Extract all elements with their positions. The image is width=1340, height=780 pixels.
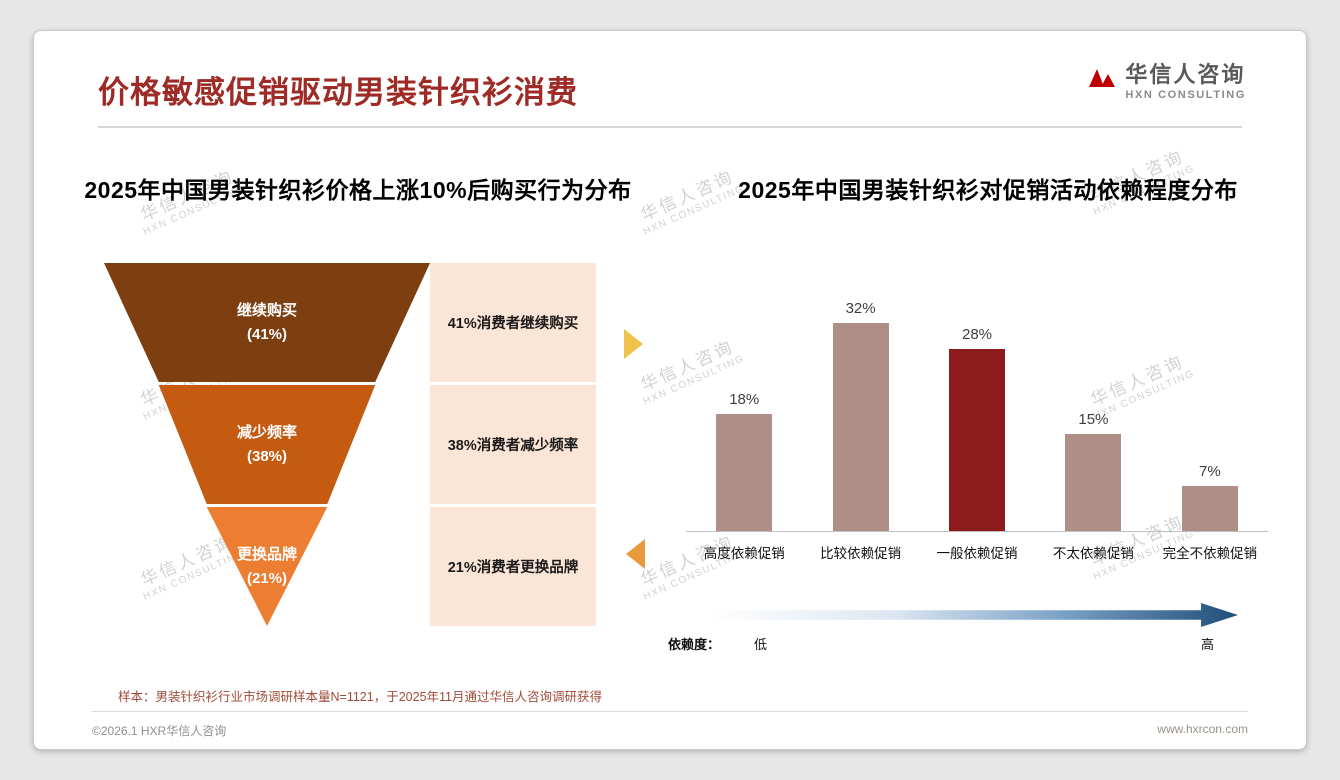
bar-value-label: 7%: [1198, 462, 1221, 480]
dependency-low-label: 低: [754, 637, 768, 652]
bar-category-label: 不太依赖促销: [1052, 546, 1134, 561]
dependency-high-label: 高: [1200, 637, 1214, 652]
bar-group: 32%: [802, 300, 918, 531]
left-arrow-icon: [626, 539, 645, 569]
bar-chart: 18% 32% 28% 15% 7%: [686, 276, 1268, 531]
dependency-axis-label: 依赖度：: [668, 637, 721, 652]
bar-category-label: 比较依赖促销: [820, 546, 902, 561]
bar-value-label: 18%: [729, 391, 760, 408]
funnel-desc: 38%消费者减少频率: [430, 385, 596, 504]
logo-subtitle: HXN CONSULTING: [1125, 89, 1246, 101]
bar-chart-title: 2025年中国男装针织衫对促销活动依赖程度分布: [738, 177, 1238, 203]
dependency-gradient-arrow: [710, 603, 1238, 627]
bar-category-label: 完全不依赖促销: [1162, 546, 1258, 561]
bar: [1065, 433, 1122, 531]
bar-group: 28%: [919, 326, 1035, 531]
bar-value-label: 28%: [962, 326, 993, 343]
bar-category-label: 一般依赖促销: [936, 546, 1018, 561]
logo-icon: [1087, 65, 1117, 94]
funnel-descriptions: 41%消费者继续购买 38%消费者减少频率 21%消费者更换品牌: [430, 263, 596, 629]
funnel-segment-continue: 继续购买 (41%): [104, 263, 430, 382]
funnel-segment-switch: 更换品牌 (21%): [206, 507, 328, 626]
slide: 华信人咨询 HXN CONSULTING 华信人咨询 HXN CONSULTING …: [33, 30, 1307, 750]
company-logo: 华信人咨询 HXN CONSULTING: [1087, 57, 1246, 101]
x-axis: [686, 531, 1268, 532]
sample-note: 样本：男装针织衫行业市场调研样本量N=1121，于2025年11月通过华信人咨询…: [118, 690, 602, 704]
bar-categories: 高度依赖促销 比较依赖促销 一般依赖促销 不太依赖促销 完全不依赖促销: [686, 542, 1268, 562]
bar-group: 7%: [1152, 462, 1268, 531]
bar: [716, 414, 773, 531]
bar-group: 18%: [686, 391, 802, 531]
page-title: 价格敏感促销驱动男装针织衫消费: [98, 75, 578, 110]
slide-header: 价格敏感促销驱动男装针织衫消费 华信人咨询 HXN CONSULTING: [98, 31, 1244, 128]
funnel-segment-reduce: 减少频率 (38%): [158, 385, 376, 504]
logo-name: 华信人咨询: [1125, 62, 1246, 87]
dependency-axis: 依赖度： 低 高: [668, 634, 1214, 653]
funnel-chart: 继续购买 (41%) 减少频率 (38%) 更换品牌 (21%) 41%消费者继…: [104, 263, 596, 629]
funnel-desc: 41%消费者继续购买: [430, 263, 596, 382]
funnel-desc: 21%消费者更换品牌: [430, 507, 596, 626]
website-url: www.hxrcon.com: [1157, 722, 1248, 736]
right-arrow-icon: [624, 329, 643, 359]
funnel-chart-title: 2025年中国男装针织衫价格上涨10%后购买行为分布: [84, 177, 632, 203]
bar-highlighted: [949, 349, 1006, 531]
bar-group: 15%: [1035, 410, 1151, 531]
bar-value-label: 15%: [1078, 410, 1109, 428]
bar-category-label: 高度依赖促销: [703, 546, 785, 561]
copyright-text: ©2026.1 HXR华信人咨询: [92, 724, 227, 738]
bar-value-label: 32%: [845, 300, 876, 317]
bar: [832, 323, 889, 531]
slide-footer: ©2026.1 HXR华信人咨询 www.hxrcon.com: [92, 711, 1248, 739]
bar: [1181, 485, 1238, 531]
